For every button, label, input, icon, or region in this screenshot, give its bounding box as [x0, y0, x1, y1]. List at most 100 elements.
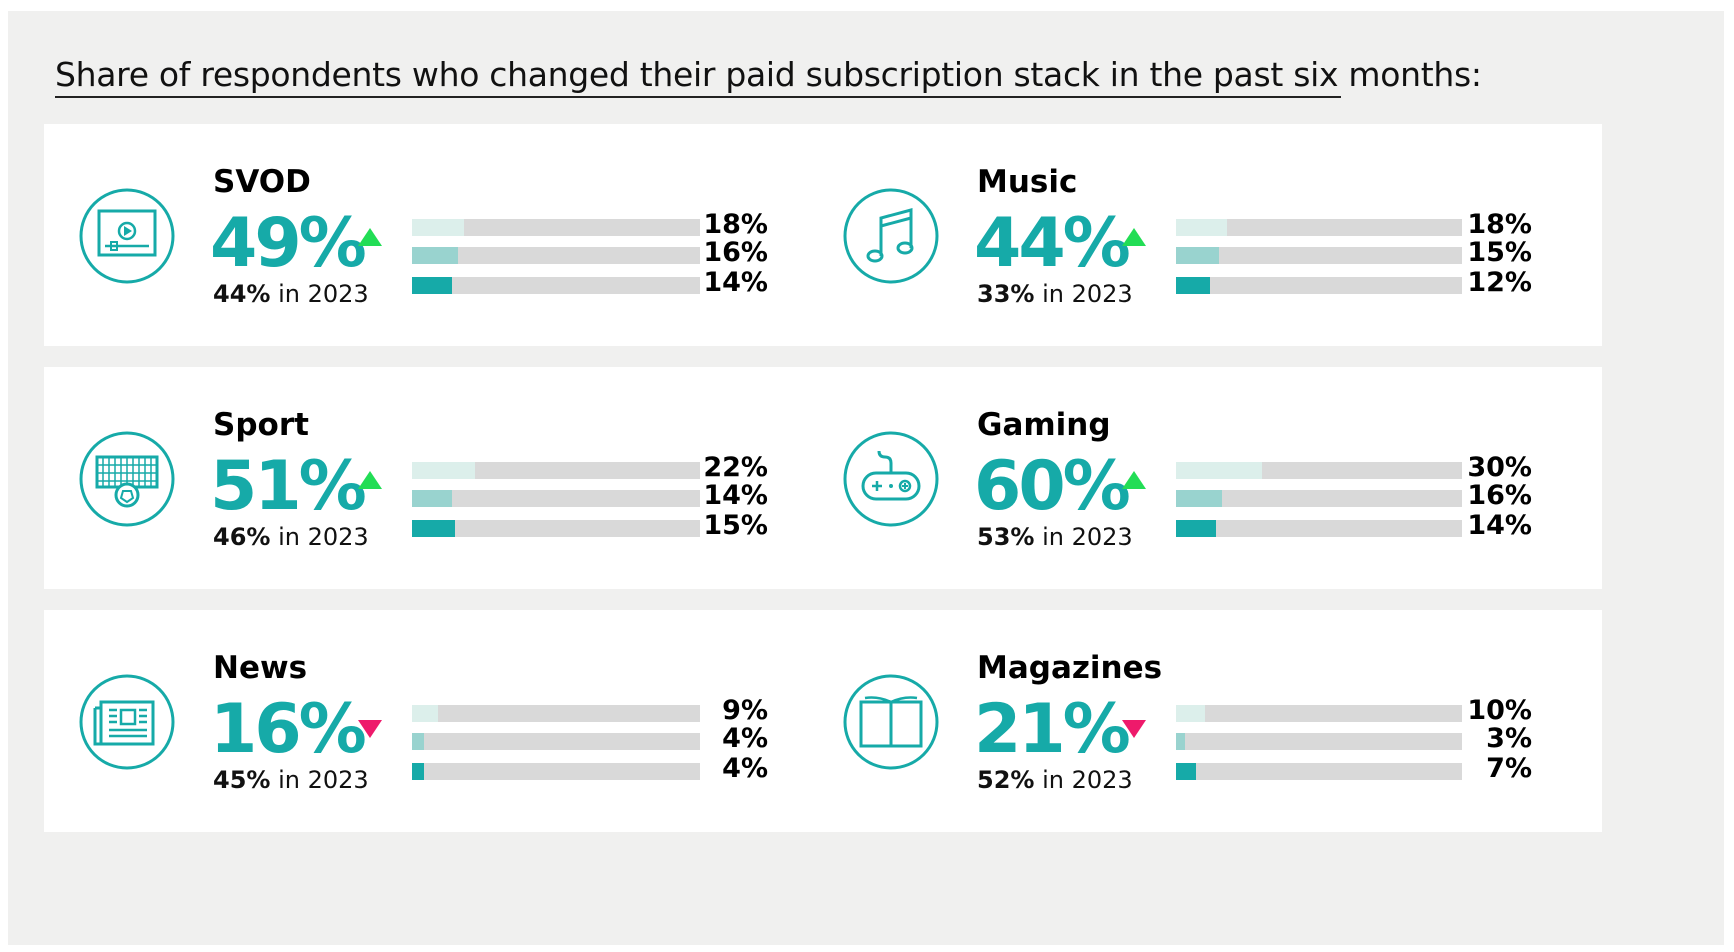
- bar-value-label: 10%: [1467, 695, 1532, 726]
- bar: [412, 763, 424, 780]
- bar: [1176, 277, 1211, 294]
- bar-track: [412, 462, 700, 479]
- bar-group: 10% 3% 7%: [1176, 695, 1532, 795]
- card-music: Music 44% 33% in 2023 18% 15% 12%: [808, 124, 1602, 346]
- trend-down-icon: [358, 720, 382, 738]
- bar-value-label: 15%: [1467, 237, 1532, 268]
- bar-track: [412, 490, 700, 507]
- bar-value-label: 18%: [703, 209, 768, 240]
- bar-track: [1176, 277, 1462, 294]
- card-sport: Sport 51% 46% in 2023 22% 14% 15%: [44, 367, 838, 589]
- bar-value-label: 9%: [722, 695, 768, 726]
- previous-value-suffix: in 2023: [270, 523, 369, 551]
- previous-year-value: 33% in 2023: [977, 280, 1133, 308]
- title-underline: [55, 96, 1341, 98]
- previous-value-number: 33%: [977, 280, 1035, 308]
- category-label: Music: [977, 164, 1078, 200]
- card-magazines: Magazines 21% 52% in 2023 10% 3% 7%: [808, 610, 1602, 832]
- bar-value-label: 14%: [703, 480, 768, 511]
- bar-track: [1176, 705, 1462, 722]
- category-label: SVOD: [213, 164, 311, 200]
- open-book-icon: [841, 672, 941, 772]
- bar-value-label: 18%: [1467, 209, 1532, 240]
- bar: [1176, 490, 1222, 507]
- trend-down-icon: [1122, 720, 1146, 738]
- bar-track: [412, 705, 700, 722]
- bar-value-label: 30%: [1467, 452, 1532, 483]
- bar: [1176, 733, 1185, 750]
- bar: [1176, 763, 1197, 780]
- headline-value: 60%: [974, 447, 1131, 526]
- bar-value-label: 4%: [722, 753, 768, 784]
- previous-value-suffix: in 2023: [270, 766, 369, 794]
- previous-value-suffix: in 2023: [270, 280, 369, 308]
- bar-group: 30% 16% 14%: [1176, 452, 1532, 552]
- previous-year-value: 53% in 2023: [977, 523, 1133, 551]
- bar-track: [1176, 733, 1462, 750]
- bar: [1176, 520, 1217, 537]
- bar-track: [1176, 462, 1462, 479]
- bar-track: [412, 763, 700, 780]
- headline-value: 51%: [210, 447, 367, 526]
- bar-value-label: 14%: [1467, 510, 1532, 541]
- category-label: Magazines: [977, 650, 1163, 686]
- chart-title: Share of respondents who changed their p…: [55, 55, 1482, 94]
- card-svod: SVOD 49% 44% in 2023 18% 16% 14%: [44, 124, 838, 346]
- previous-value-number: 45%: [213, 766, 271, 794]
- headline-value: 16%: [210, 690, 367, 769]
- bar: [1176, 705, 1205, 722]
- trend-up-icon: [358, 471, 382, 489]
- bar-value-label: 3%: [1486, 723, 1532, 754]
- headline-value: 49%: [210, 204, 367, 283]
- previous-year-value: 44% in 2023: [213, 280, 369, 308]
- trend-up-icon: [1122, 471, 1146, 489]
- bar-track: [412, 277, 700, 294]
- category-label: Gaming: [977, 407, 1111, 443]
- bar-group: 22% 14% 15%: [412, 452, 768, 552]
- headline-value: 21%: [974, 690, 1131, 769]
- bar-value-label: 14%: [703, 267, 768, 298]
- trend-up-icon: [358, 228, 382, 246]
- category-label: Sport: [213, 407, 309, 443]
- previous-value-number: 44%: [213, 280, 271, 308]
- previous-value-suffix: in 2023: [1034, 523, 1133, 551]
- bar-track: [412, 733, 700, 750]
- bar-track: [412, 520, 700, 537]
- video-player-icon: [77, 186, 177, 286]
- music-note-icon: [841, 186, 941, 286]
- bar: [412, 520, 456, 537]
- bar-track: [1176, 247, 1462, 264]
- bar-value-label: 16%: [1467, 480, 1532, 511]
- bar: [412, 462, 476, 479]
- gamepad-icon: [841, 429, 941, 529]
- bar-value-label: 16%: [703, 237, 768, 268]
- bar: [412, 277, 453, 294]
- bar-group: 18% 15% 12%: [1176, 209, 1532, 309]
- bar-track: [1176, 219, 1462, 236]
- bar-value-label: 4%: [722, 723, 768, 754]
- previous-value-suffix: in 2023: [1034, 280, 1133, 308]
- bar: [412, 705, 438, 722]
- bar-value-label: 7%: [1486, 753, 1532, 784]
- card-gaming: Gaming 60% 53% in 2023 30% 16% 14%: [808, 367, 1602, 589]
- bar: [1176, 462, 1262, 479]
- previous-value-number: 53%: [977, 523, 1035, 551]
- bar-track: [412, 247, 700, 264]
- bar-value-label: 15%: [703, 510, 768, 541]
- bar-group: 9% 4% 4%: [412, 695, 768, 795]
- bar: [412, 733, 424, 750]
- soccer-goal-icon: [77, 429, 177, 529]
- bar: [1176, 219, 1228, 236]
- previous-year-value: 52% in 2023: [977, 766, 1133, 794]
- trend-up-icon: [1122, 228, 1146, 246]
- headline-value: 44%: [974, 204, 1131, 283]
- newspaper-icon: [77, 672, 177, 772]
- bar: [412, 219, 464, 236]
- bar-track: [412, 219, 700, 236]
- category-label: News: [213, 650, 308, 686]
- previous-value-number: 46%: [213, 523, 271, 551]
- bar-track: [1176, 763, 1462, 780]
- bar-value-label: 22%: [703, 452, 768, 483]
- bar-track: [1176, 520, 1462, 537]
- previous-value-number: 52%: [977, 766, 1035, 794]
